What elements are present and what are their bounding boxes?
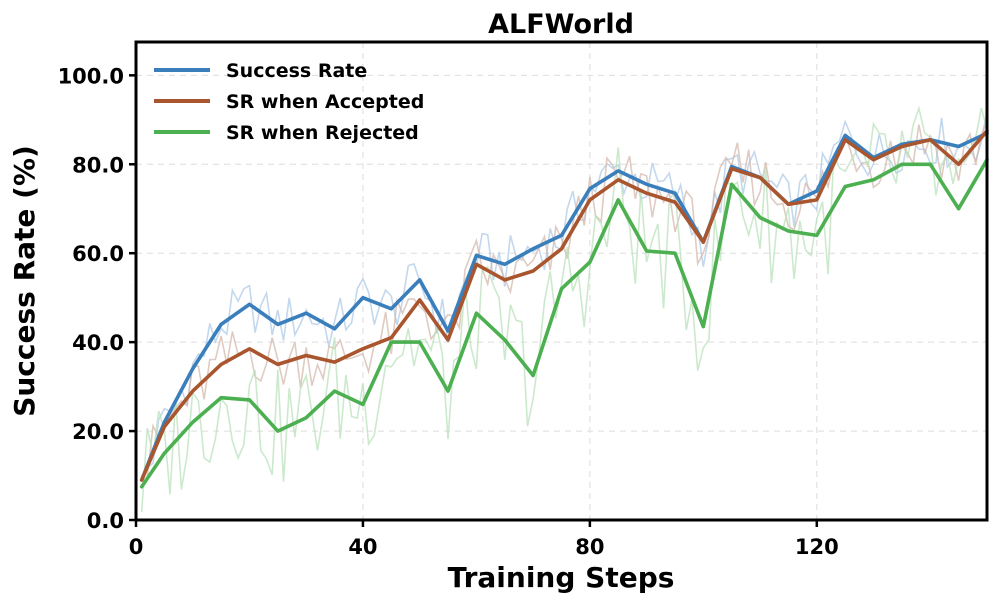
smoothed-series-lines: [139, 129, 989, 489]
chart-title: ALFWorld: [488, 9, 634, 40]
y-tick-label: 0.0: [87, 509, 124, 533]
x-tick-label: 120: [795, 535, 839, 559]
y-tick-label: 80.0: [72, 153, 124, 177]
raw-line-sr-rejected: [140, 105, 988, 513]
series-line-sr-accepted: [139, 129, 989, 482]
x-tick-label: 80: [575, 535, 604, 559]
series-line-success-rate: [139, 131, 989, 482]
y-tick-label: 100.0: [58, 64, 124, 88]
legend: Success Rate SR when Accepted SR when Reje…: [154, 60, 424, 144]
grid: [135, 42, 987, 521]
x-tick-label: 0: [129, 535, 144, 559]
y-axis-label: Success Rate (%): [8, 145, 41, 417]
legend-label-sr-accepted: SR when Accepted: [226, 91, 424, 113]
x-tick-label: 40: [348, 535, 377, 559]
y-tick-label: 20.0: [72, 420, 124, 444]
y-tick-label: 40.0: [72, 331, 124, 355]
plot-frame: [134, 40, 989, 522]
x-axis-label: Training Steps: [448, 561, 675, 594]
legend-label-sr-rejected: SR when Rejected: [226, 122, 419, 144]
y-tick-label: 60.0: [72, 242, 124, 266]
series-line-sr-rejected: [139, 158, 989, 489]
legend-label-success-rate: Success Rate: [226, 60, 367, 82]
raw-series-lines: [140, 105, 988, 513]
axis-ticks: 0 40 80 120 0.0 20.0 40.0 60.0 80.0 100.0: [58, 64, 839, 559]
